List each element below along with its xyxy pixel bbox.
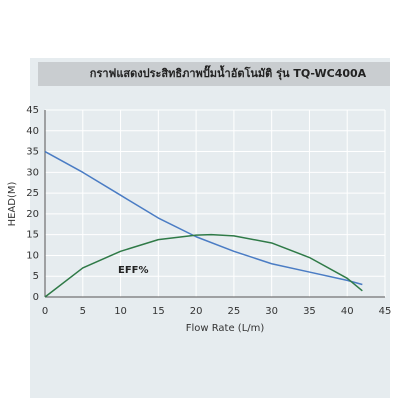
x-tick-label: 30 — [265, 306, 278, 317]
annotation: EFF% — [118, 265, 149, 276]
y-tick-label: 40 — [26, 126, 39, 137]
panel — [30, 58, 390, 398]
series-line — [44, 233, 363, 298]
y-axis-label: HEAD(M) — [7, 181, 18, 226]
series-line — [44, 150, 363, 286]
x-tick-label: 40 — [341, 306, 354, 317]
y-tick-label: 5 — [33, 271, 39, 282]
x-tick-label: 35 — [303, 306, 316, 317]
x-tick-label: 10 — [114, 306, 127, 317]
x-tick-label: 20 — [190, 306, 203, 317]
x-axis-label: Flow Rate (L/m) — [186, 323, 265, 334]
chart-title: กราฟแสดงประสิทธิภาพปั๊มน้ำอัตโนมัติ รุ่น… — [90, 65, 367, 81]
y-tick-label: 35 — [26, 147, 39, 158]
x-tick-label: 45 — [379, 306, 392, 317]
y-tick-label: 25 — [26, 188, 39, 199]
y-tick-label: 10 — [26, 250, 39, 261]
x-tick-label: 0 — [42, 306, 48, 317]
y-tick-label: 45 — [26, 105, 39, 116]
title-bar — [38, 62, 390, 86]
y-tick-label: 0 — [33, 292, 39, 303]
y-tick-label: 15 — [26, 230, 39, 241]
y-tick-label: 30 — [26, 167, 39, 178]
x-tick-label: 5 — [80, 306, 86, 317]
x-tick-label: 25 — [228, 306, 241, 317]
x-tick-label: 15 — [152, 306, 165, 317]
y-tick-label: 20 — [26, 209, 39, 220]
